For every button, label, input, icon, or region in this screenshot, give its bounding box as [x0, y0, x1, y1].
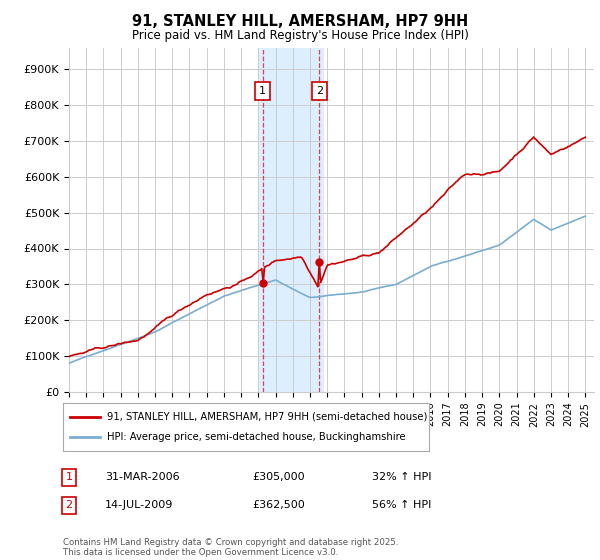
Text: 1: 1: [259, 86, 266, 96]
Text: Price paid vs. HM Land Registry's House Price Index (HPI): Price paid vs. HM Land Registry's House …: [131, 29, 469, 42]
Text: HPI: Average price, semi-detached house, Buckinghamshire: HPI: Average price, semi-detached house,…: [107, 432, 406, 442]
Text: 91, STANLEY HILL, AMERSHAM, HP7 9HH (semi-detached house): 91, STANLEY HILL, AMERSHAM, HP7 9HH (sem…: [107, 412, 427, 422]
Text: 32% ↑ HPI: 32% ↑ HPI: [372, 472, 431, 482]
Text: 31-MAR-2006: 31-MAR-2006: [105, 472, 179, 482]
Text: £305,000: £305,000: [252, 472, 305, 482]
Text: 2: 2: [316, 86, 323, 96]
Text: 2: 2: [65, 500, 73, 510]
Text: 1: 1: [65, 472, 73, 482]
Text: £362,500: £362,500: [252, 500, 305, 510]
Bar: [259, 48, 323, 392]
Text: 91, STANLEY HILL, AMERSHAM, HP7 9HH: 91, STANLEY HILL, AMERSHAM, HP7 9HH: [132, 14, 468, 29]
Text: Contains HM Land Registry data © Crown copyright and database right 2025.
This d: Contains HM Land Registry data © Crown c…: [63, 538, 398, 557]
Text: 56% ↑ HPI: 56% ↑ HPI: [372, 500, 431, 510]
Text: 14-JUL-2009: 14-JUL-2009: [105, 500, 173, 510]
